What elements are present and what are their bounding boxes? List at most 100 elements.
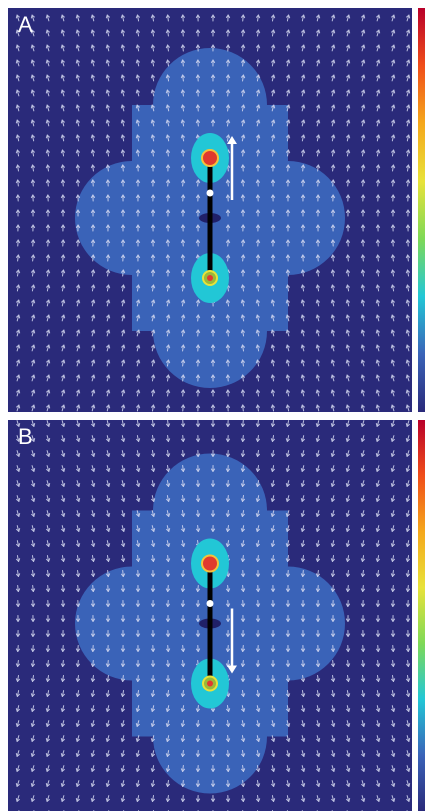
flow-arrow [91,780,95,787]
flow-arrowhead [331,149,335,153]
flow-arrowhead [285,239,289,244]
flow-arrow [256,104,260,112]
flow-arrowhead [407,633,411,637]
flow-arrowhead [47,588,51,592]
flow-arrow [301,74,305,82]
flow-arrow [271,344,275,352]
flow-arrowhead [360,329,363,334]
flow-arrowhead [288,738,291,742]
flow-arrowhead [17,588,21,592]
flow-arrow [76,495,80,502]
flow-arrow [346,299,350,307]
flow-arrow [62,254,64,262]
flow-arrow [316,435,320,442]
flow-arrow [121,89,125,97]
flow-arrowhead [105,164,109,169]
flow-arrowhead [152,678,156,682]
flow-arrow [32,585,34,592]
flow-arrow [106,525,110,532]
flow-arrowhead [377,648,381,652]
flow-arrowhead [391,89,395,93]
flow-arrowhead [31,768,35,772]
flow-arrowhead [378,738,381,742]
flow-arrowhead [270,329,273,334]
flow-arrow [122,555,124,562]
flow-arrowhead [240,29,244,33]
flow-arrowhead [76,404,80,408]
flow-arrowhead [90,164,94,169]
flow-arrowhead [408,767,411,772]
flow-arrowhead [122,588,126,592]
flow-arrowhead [106,783,110,787]
flow-arrow [136,14,140,22]
flow-arrowhead [136,389,140,393]
flow-arrow [76,690,80,697]
flow-arrowhead [212,498,216,502]
flow-arrowhead [240,404,244,409]
flow-arrow [256,750,260,757]
flow-arrowhead [287,633,291,637]
flow-arrowhead [300,179,304,183]
flow-arrow [302,164,304,172]
flow-arrowhead [362,588,366,592]
flow-arrowhead [225,104,229,108]
flow-arrow [106,389,110,397]
flow-arrowhead [91,284,95,288]
flow-arrowhead [270,359,273,364]
flow-arrowhead [107,648,111,652]
flow-arrowhead [257,453,260,457]
flow-arrowhead [258,723,261,727]
flow-arrowhead [225,29,229,33]
flow-arrow [227,119,229,127]
flow-arrowhead [18,498,21,502]
flow-arrow [62,675,64,682]
flow-arrow [346,14,350,22]
flow-arrow [151,540,155,547]
flow-arrowhead [152,648,156,652]
flow-arrowhead [78,543,81,547]
flow-arrowhead [47,618,51,622]
flow-arrowhead [91,738,95,742]
flow-arrowhead [391,528,395,532]
flow-arrowhead [376,89,380,93]
flow-arrow [151,29,155,37]
flow-arrowhead [31,359,35,363]
flow-arrow [16,465,20,472]
flow-arrow [406,690,410,697]
flow-arrow [316,329,320,337]
flow-arrowhead [376,528,380,532]
flow-arrow [151,450,155,457]
flow-arrow [316,104,320,112]
flow-arrow [242,765,244,772]
flow-arrow [376,480,380,487]
flow-arrow [331,14,335,22]
flow-arrowhead [61,708,65,712]
flow-arrowhead [242,783,246,787]
flow-arrowhead [270,254,274,258]
flow-arrow [346,329,350,337]
flow-arrow [91,89,95,97]
flow-arrowhead [182,588,186,592]
flow-arrow [301,795,305,802]
flow-arrow [31,104,35,112]
flow-arrowhead [180,224,184,229]
flow-arrow [182,450,184,457]
flow-arrowhead [271,89,275,93]
flow-arrow [16,344,20,352]
flow-arrowhead [333,768,336,772]
flow-arrowhead [301,134,305,138]
flow-arrowhead [76,798,80,802]
flow-arrow [182,59,184,67]
flow-arrow [301,750,305,757]
flow-arrowhead [346,134,350,138]
flow-arrowhead [182,603,186,607]
flow-arrowhead [378,753,381,757]
flow-arrow [286,795,290,802]
flow-arrowhead [287,648,291,652]
flow-arrow [151,750,155,757]
flow-arrow [301,450,305,457]
flow-arrowhead [45,134,48,139]
flow-arrowhead [406,453,410,457]
flow-arrowhead [346,423,350,427]
flow-arrow [61,119,65,127]
